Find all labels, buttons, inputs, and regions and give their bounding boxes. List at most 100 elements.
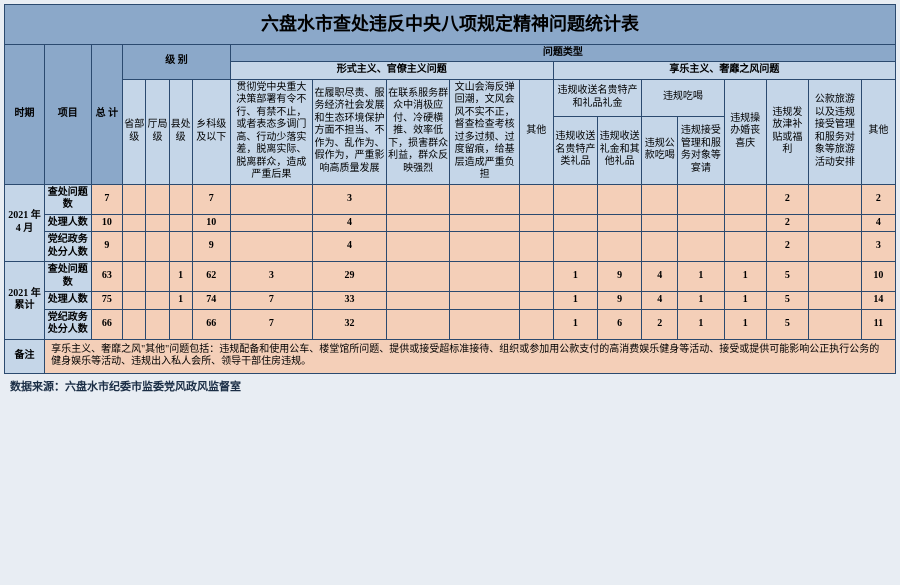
period-label: 2021 年累计 bbox=[5, 262, 45, 340]
data-cell bbox=[386, 232, 449, 262]
data-cell: 66 bbox=[192, 309, 230, 339]
data-cell bbox=[123, 214, 146, 232]
note-label: 备注 bbox=[5, 339, 45, 373]
data-cell: 2 bbox=[861, 184, 895, 214]
data-cell: 1 bbox=[553, 292, 597, 310]
data-cell: 75 bbox=[91, 292, 123, 310]
data-cell bbox=[724, 232, 766, 262]
data-cell bbox=[146, 262, 169, 292]
hdr-total: 总 计 bbox=[91, 44, 123, 184]
data-cell bbox=[642, 184, 678, 214]
hdr-allowance: 违规发放津补贴或福利 bbox=[766, 79, 808, 184]
data-cell bbox=[123, 232, 146, 262]
hdr-lvl-2: 县处级 bbox=[169, 79, 192, 184]
data-cell bbox=[146, 232, 169, 262]
data-cell bbox=[809, 184, 862, 214]
data-cell: 2 bbox=[766, 232, 808, 262]
data-cell: 4 bbox=[642, 292, 678, 310]
data-cell bbox=[230, 214, 312, 232]
data-cell bbox=[123, 184, 146, 214]
data-cell bbox=[519, 214, 553, 232]
data-cell: 74 bbox=[192, 292, 230, 310]
data-cell bbox=[386, 292, 449, 310]
data-cell bbox=[123, 292, 146, 310]
data-cell: 2 bbox=[642, 309, 678, 339]
row-name: 党纪政务处分人数 bbox=[45, 232, 91, 262]
data-cell: 10 bbox=[861, 262, 895, 292]
hdr-travel: 公款旅游以及违规接受管理和服务对象等旅游活动安排 bbox=[809, 79, 862, 184]
data-cell: 9 bbox=[597, 262, 641, 292]
data-cell: 5 bbox=[766, 309, 808, 339]
row-name: 查处问题数 bbox=[45, 184, 91, 214]
data-cell: 9 bbox=[597, 292, 641, 310]
data-cell: 9 bbox=[192, 232, 230, 262]
data-source: 数据来源：六盘水市纪委市监委党风政风监督室 bbox=[4, 374, 896, 398]
data-cell: 7 bbox=[91, 184, 123, 214]
data-cell: 1 bbox=[678, 292, 724, 310]
data-cell bbox=[519, 309, 553, 339]
row-name: 查处问题数 bbox=[45, 262, 91, 292]
data-cell: 1 bbox=[169, 292, 192, 310]
data-cell: 63 bbox=[91, 262, 123, 292]
hdr-eat: 违规吃喝 bbox=[642, 79, 724, 116]
hdr-gift-0: 违规收送名贵特产类礼品 bbox=[553, 116, 597, 184]
data-cell bbox=[146, 214, 169, 232]
hdr-hother: 其他 bbox=[861, 79, 895, 184]
data-cell bbox=[519, 292, 553, 310]
hdr-item: 项目 bbox=[45, 44, 91, 184]
data-cell: 6 bbox=[597, 309, 641, 339]
data-cell: 14 bbox=[861, 292, 895, 310]
data-cell bbox=[123, 309, 146, 339]
data-cell bbox=[146, 309, 169, 339]
data-cell: 2 bbox=[766, 184, 808, 214]
data-cell: 10 bbox=[192, 214, 230, 232]
row-name: 党纪政务处分人数 bbox=[45, 309, 91, 339]
table-container: 六盘水市查处违反中央八项规定精神问题统计表 时期 项目 总 计 级 别 问题类型… bbox=[0, 0, 900, 402]
data-cell: 4 bbox=[313, 214, 387, 232]
data-cell bbox=[553, 184, 597, 214]
data-cell bbox=[553, 214, 597, 232]
data-cell bbox=[146, 184, 169, 214]
hdr-f2: 在联系服务群众中消极应付、冷硬横推、效率低下，损害群众利益，群众反映强烈 bbox=[386, 79, 449, 184]
data-cell: 9 bbox=[91, 232, 123, 262]
data-cell bbox=[597, 214, 641, 232]
hdr-lvl-0: 省部级 bbox=[123, 79, 146, 184]
data-cell: 1 bbox=[553, 262, 597, 292]
data-cell bbox=[386, 214, 449, 232]
data-cell: 62 bbox=[192, 262, 230, 292]
data-cell bbox=[169, 184, 192, 214]
data-cell: 3 bbox=[861, 232, 895, 262]
data-cell: 1 bbox=[169, 262, 192, 292]
data-cell: 10 bbox=[91, 214, 123, 232]
data-cell bbox=[169, 232, 192, 262]
data-cell bbox=[450, 184, 520, 214]
data-cell bbox=[169, 309, 192, 339]
data-cell bbox=[642, 214, 678, 232]
data-cell bbox=[519, 262, 553, 292]
data-cell bbox=[553, 232, 597, 262]
data-cell bbox=[519, 184, 553, 214]
data-cell: 2 bbox=[766, 214, 808, 232]
hdr-eat-1: 违规接受管理和服务对象等宴请 bbox=[678, 116, 724, 184]
hdr-lvl-3: 乡科级及以下 bbox=[192, 79, 230, 184]
data-cell bbox=[450, 214, 520, 232]
row-name: 处理人数 bbox=[45, 292, 91, 310]
data-cell bbox=[597, 232, 641, 262]
data-cell bbox=[519, 232, 553, 262]
data-cell: 11 bbox=[861, 309, 895, 339]
data-cell bbox=[146, 292, 169, 310]
hdr-gift: 违规收送名贵特产和礼品礼金 bbox=[553, 79, 642, 116]
data-cell: 4 bbox=[642, 262, 678, 292]
data-cell: 1 bbox=[678, 309, 724, 339]
data-cell: 7 bbox=[192, 184, 230, 214]
data-cell bbox=[678, 184, 724, 214]
data-cell: 7 bbox=[230, 309, 312, 339]
data-cell bbox=[123, 262, 146, 292]
hdr-formalism: 形式主义、官僚主义问题 bbox=[230, 62, 553, 80]
data-cell: 1 bbox=[724, 262, 766, 292]
period-label: 2021 年4 月 bbox=[5, 184, 45, 262]
hdr-f1: 在履职尽责、服务经济社会发展和生态环境保护方面不担当、不作为、乱作为、假作为，严… bbox=[313, 79, 387, 184]
stats-table: 六盘水市查处违反中央八项规定精神问题统计表 时期 项目 总 计 级 别 问题类型… bbox=[4, 4, 896, 374]
hdr-lvl-1: 厅局级 bbox=[146, 79, 169, 184]
data-cell: 1 bbox=[678, 262, 724, 292]
